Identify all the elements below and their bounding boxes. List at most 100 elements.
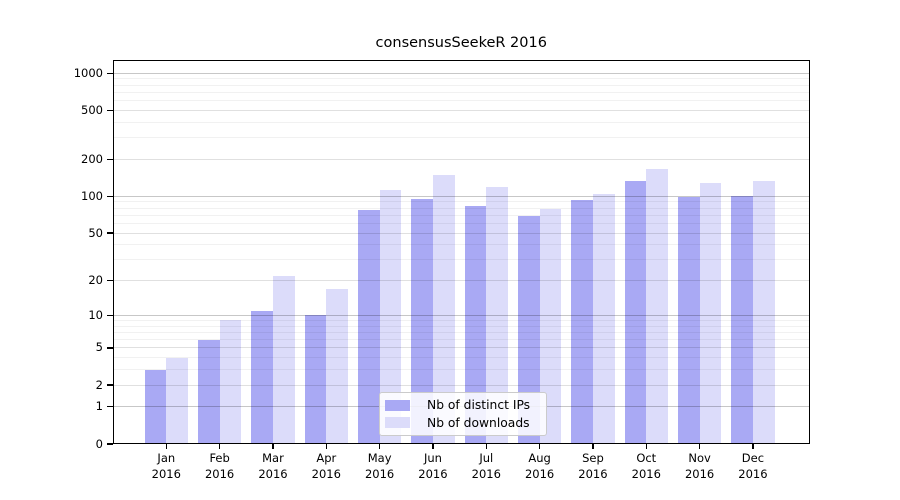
bar-distinct-ips-dec [731,196,753,444]
x-tick-mark [698,444,701,449]
x-tick-mark [538,444,541,449]
y-tick-label: 0 [95,436,103,451]
bar-downloads-oct [646,169,668,444]
gridline [113,158,810,160]
gridline [113,331,810,333]
gridline [113,244,810,246]
legend-swatch-downloads [385,417,410,428]
bar-downloads-jun [432,175,455,444]
y-tick-label: 1 [95,399,103,414]
x-tick-mark [485,444,487,449]
gridline [113,214,810,216]
gridline [113,280,810,282]
x-tick-label: Jun 2016 [418,451,448,481]
gridline [113,222,810,224]
gridline [113,314,810,316]
gridline [113,84,810,86]
gridline [113,347,810,349]
x-tick-mark [752,444,754,449]
bar-downloads-apr [326,288,348,444]
gridline [113,121,810,123]
x-tick-label: Dec 2016 [738,451,768,481]
bar-distinct-ips-jun [411,199,433,444]
bar-downloads-feb [219,320,242,444]
bar-distinct-ips-nov [677,197,700,444]
legend-label-downloads: Nb of downloads [427,415,530,430]
gridline [113,91,810,93]
gridline [113,195,810,197]
gridline [113,259,810,261]
x-tick-mark [592,444,594,449]
x-tick-label: Nov 2016 [684,451,715,481]
y-tick-mark [106,347,113,349]
x-tick-label: Apr 2016 [311,451,341,481]
x-tick-mark [378,444,381,449]
y-tick-label: 20 [88,273,103,288]
y-tick-mark [106,384,113,386]
bar-distinct-ips-may [357,210,380,444]
chart-title: consensusSeekeR 2016 [375,35,547,51]
y-tick-label: 200 [81,151,103,166]
y-tick-mark [106,195,113,197]
bar-downloads-jul [486,186,508,444]
bar-downloads-aug [539,208,562,444]
legend-label-distinct-ips: Nb of distinct IPs [427,398,531,413]
x-tick-mark [645,444,647,449]
bar-distinct-ips-jan [144,369,167,444]
gridline [113,319,810,321]
y-tick-mark [106,232,113,234]
bar-downloads-mar [272,275,295,444]
x-tick-mark [165,444,167,449]
x-tick-label: Mar 2016 [258,451,288,481]
gridline [113,339,810,341]
y-tick-mark [106,158,113,161]
gridline [113,137,810,139]
y-tick-label: 1000 [73,65,103,80]
gridline [113,207,810,209]
bar-distinct-ips-apr [304,315,327,444]
y-tick-mark [106,279,113,282]
y-tick-mark [106,443,113,445]
bar-distinct-ips-aug [517,216,540,444]
y-tick-mark [106,406,113,408]
gridline [113,78,810,80]
gridline [113,357,810,359]
x-tick-label: Oct 2016 [631,451,661,481]
y-tick-label: 50 [88,225,103,240]
bar-distinct-ips-jul [464,206,487,444]
gridline [113,109,810,111]
bar-downloads-jan [166,357,188,444]
gridline [113,369,810,371]
x-tick-mark [325,444,327,449]
bar-distinct-ips-mar [251,310,273,444]
plot-frame [113,60,810,444]
gridline [113,201,810,203]
y-tick-mark [106,72,113,74]
y-tick-label: 5 [95,340,103,355]
bar-distinct-ips-feb [197,339,220,444]
gridline [113,325,810,327]
y-tick-label: 2 [95,377,103,392]
x-tick-mark [272,444,274,449]
y-tick-label: 100 [81,188,103,203]
gridline [113,232,810,234]
bar-downloads-dec [752,180,775,444]
legend-swatch-distinct-ips [385,400,410,411]
bar-downloads-sep [592,193,615,444]
gridline [113,100,810,102]
gridline [113,384,810,386]
x-tick-mark [432,444,434,449]
legend-item-downloads: Nb of downloads [380,416,546,430]
gridline [113,72,810,74]
x-tick-label: Sep 2016 [578,451,608,481]
x-tick-label: Jan 2016 [151,451,181,481]
bar-distinct-ips-sep [571,199,593,444]
bar-downloads-may [379,189,402,444]
x-tick-label: Jul 2016 [471,451,501,481]
y-tick-mark [106,109,113,112]
bar-downloads-nov [699,183,722,444]
bar-distinct-ips-oct [624,181,647,444]
y-tick-mark [106,314,113,316]
x-tick-mark [218,444,221,449]
